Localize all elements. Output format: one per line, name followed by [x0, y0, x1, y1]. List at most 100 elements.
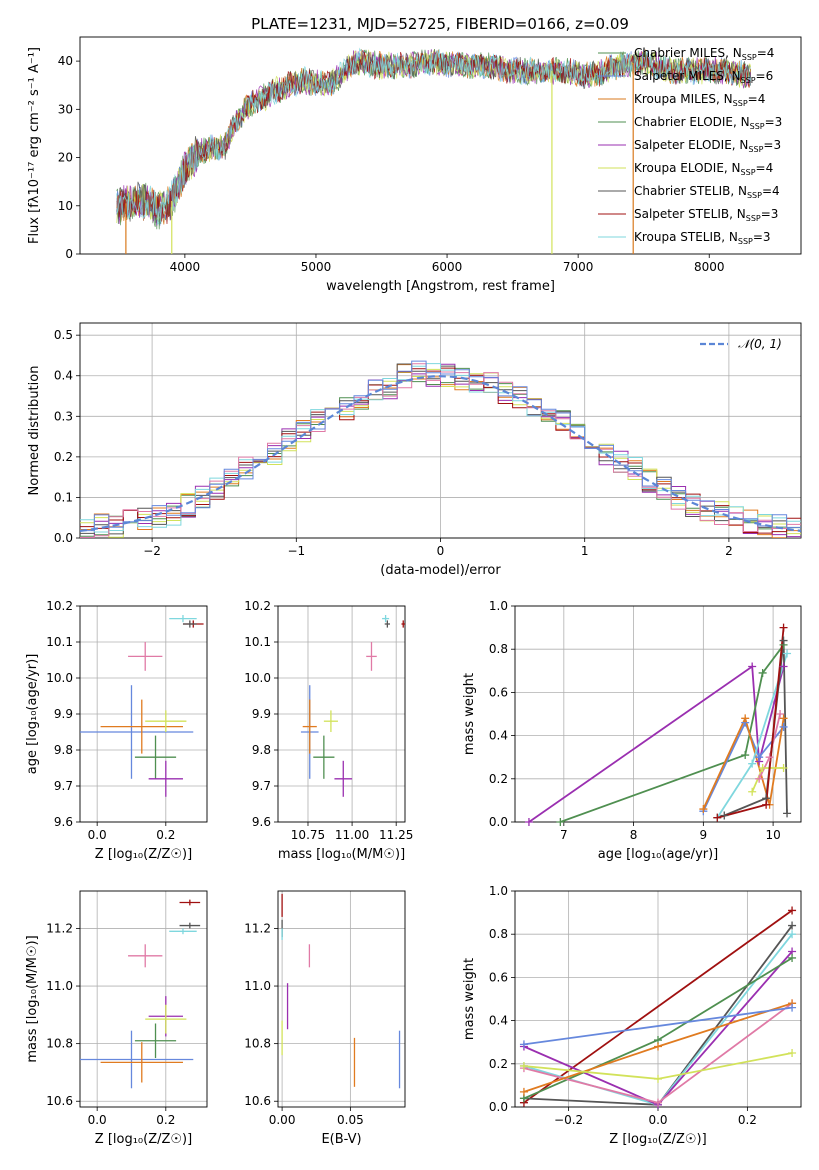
plus-marker: [788, 1049, 797, 1057]
legend-entry: Kroupa STELIB, NSSP=3: [634, 230, 771, 246]
x-tick-label: 1: [581, 544, 589, 558]
y-tick-label: 0.4: [489, 729, 508, 743]
y-tick-label: 10.1: [46, 635, 73, 649]
y-tick-label: 0.8: [489, 642, 508, 656]
x-tick-label: 8: [630, 828, 638, 842]
y-tick-label: 9.8: [252, 743, 271, 757]
age-vs-Z-panel: 0.0 0.2 9.6 9.7 9.8 9.9 10.0 10.1 10.2 Z [log₁₀(Z…: [25, 599, 208, 862]
x-tick-label: 6000: [432, 260, 463, 274]
y-tick-label: 0.6: [489, 970, 508, 984]
plot-area: [281, 893, 401, 1089]
y-tick-label: 10.1: [244, 635, 271, 649]
plus-marker: [519, 1040, 528, 1049]
y-tick-label: 10: [58, 199, 73, 213]
figure-title: PLATE=1231, MJD=52725, FIBERID=0166, z=0…: [251, 15, 629, 33]
plus-marker: [788, 1003, 797, 1012]
y-tick-label: 0.2: [489, 772, 508, 786]
y-axis-label: Flux [fλ10⁻¹⁷ erg cm⁻² s⁻¹ A⁻¹]: [27, 47, 42, 244]
x-tick-label: 0.0: [88, 828, 107, 842]
plus-marker: [765, 753, 774, 762]
plus-marker: [783, 649, 792, 658]
mass-weight-vs-age-panel: 7 8 9 10 0.0 0.2 0.4 0.6 0.8 1.0 age [log₁₀(age/yr…: [462, 599, 802, 862]
x-tick-label: 0.00: [269, 1113, 296, 1127]
x-axis-label: (data-model)/error: [380, 563, 501, 578]
y-tick-label: 10.2: [46, 599, 73, 613]
plus-marker: [779, 722, 788, 731]
y-tick-label: 30: [58, 102, 73, 116]
x-tick-label: 0: [437, 544, 445, 558]
y-tick-label: 20: [58, 151, 73, 165]
plot-area: [116, 47, 752, 254]
spectrum-panel: 4000 5000 6000 7000 8000 0 10 20 30 40 wavelength …: [27, 36, 802, 294]
plot-area: [300, 615, 405, 797]
y-tick-label: 0.1: [54, 490, 73, 504]
x-tick-label: 0.05: [337, 1113, 364, 1127]
axes-frame: [79, 890, 208, 1108]
x-axis-label: mass [log₁₀(M/M☉)]: [278, 847, 405, 862]
x-tick-label: 5000: [301, 260, 332, 274]
legend-entry: Chabrier MILES, NSSP=4: [634, 46, 774, 62]
plus-marker: [741, 714, 750, 723]
plus-marker: [788, 921, 797, 930]
x-tick-label: 0.0: [88, 1113, 107, 1127]
plot-area: [80, 899, 201, 1089]
y-tick-label: 0.5: [54, 328, 73, 342]
y-tick-label: 11.2: [46, 921, 73, 935]
axes-frame: [514, 605, 802, 823]
legend-entry: Salpeter ELODIE, NSSP=3: [634, 138, 781, 154]
plus-marker: [654, 1074, 662, 1083]
plus-marker: [779, 714, 788, 723]
x-axis-label: Z [log₁₀(Z/Z☉)]: [95, 1132, 192, 1147]
y-tick-label: 10.8: [244, 1037, 271, 1051]
legend: Chabrier MILES, NSSP=4 Salpeter MILES, NS…: [598, 46, 782, 246]
plus-marker: [779, 636, 788, 645]
y-axis-label: mass weight: [462, 673, 477, 755]
plus-marker: [748, 787, 757, 796]
y-axis-label: Normed distribution: [27, 366, 42, 496]
plus-marker: [654, 1098, 662, 1107]
x-axis-label: Z [log₁₀(Z/Z☉)]: [609, 1132, 706, 1147]
y-tick-label: 0.0: [489, 1100, 508, 1114]
x-tick-label: 0.2: [738, 1113, 757, 1127]
plus-marker: [758, 764, 767, 772]
x-tick-label: 2: [725, 544, 733, 558]
y-tick-label: 0: [65, 247, 73, 261]
mass-weight-line: [559, 644, 785, 822]
plus-marker: [788, 906, 797, 915]
y-tick-label: 0.4: [489, 1014, 508, 1028]
x-tick-label: 11.00: [335, 828, 369, 842]
y-tick-label: 9.9: [252, 707, 271, 721]
mass-vs-ebv-panel: 0.00 0.05 10.6 10.8 11.0 11.2 E(B-V): [244, 890, 406, 1147]
x-tick-label: 8000: [694, 260, 725, 274]
y-axis-label: mass weight: [462, 958, 477, 1040]
x-tick-label: 0.2: [156, 828, 175, 842]
y-tick-label: 0.6: [489, 685, 508, 699]
y-tick-label: 10.6: [46, 1094, 73, 1108]
residuals-panel: −2 −1 0 1 2 0.0 0.1 0.2 0.3 0.4 0.5 (data-model)/er…: [27, 322, 802, 578]
spectrum-series-line: [116, 47, 752, 225]
y-tick-label: 9.7: [252, 779, 271, 793]
y-tick-label: 9.7: [54, 779, 73, 793]
plus-marker: [779, 764, 788, 772]
mass-weight-line: [528, 664, 785, 822]
x-tick-label: 7: [560, 828, 568, 842]
y-tick-label: 0.0: [489, 815, 508, 829]
plus-marker: [699, 805, 708, 814]
plus-marker: [741, 751, 750, 760]
plus-marker: [755, 753, 764, 762]
x-axis-label: E(B-V): [321, 1132, 361, 1147]
y-tick-label: 10.8: [46, 1037, 73, 1051]
y-tick-label: 9.8: [54, 743, 73, 757]
y-tick-label: 11.0: [46, 979, 73, 993]
plus-marker: [524, 818, 533, 826]
x-tick-label: −0.2: [554, 1113, 583, 1127]
y-tick-label: 40: [58, 54, 73, 68]
x-tick-label: −1: [287, 544, 305, 558]
legend-entry: 𝒩(0, 1): [738, 337, 782, 351]
legend-entry: Chabrier STELIB, NSSP=4: [634, 184, 780, 200]
axes-frame: [79, 605, 208, 823]
x-tick-label: −2: [143, 544, 161, 558]
plus-marker: [788, 930, 797, 939]
plus-marker: [783, 809, 792, 818]
y-tick-label: 9.6: [252, 815, 271, 829]
